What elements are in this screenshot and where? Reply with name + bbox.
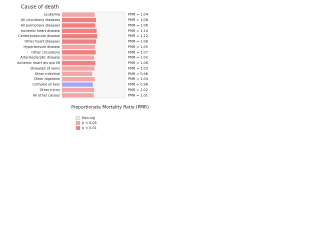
value-label: PMR = 1.08 (128, 40, 148, 44)
value-label: PMR = 1.04 (128, 77, 148, 81)
category-label: Other digestive (34, 77, 60, 81)
value-label: PMR = 1.02 (128, 56, 148, 60)
bar (62, 17, 97, 23)
bar (62, 87, 95, 93)
value-label: PMR = 1.05 (128, 45, 148, 49)
category-label: Leukemia (44, 13, 60, 17)
value-label: PMR = 0.98 (128, 83, 148, 87)
legend-swatch (75, 121, 81, 125)
value-label: PMR = 1.08 (128, 18, 148, 22)
bar (62, 50, 96, 55)
category-label: Ischemic heart disease (21, 29, 60, 33)
category-label: All other causes (33, 93, 60, 97)
value-label: PMR = 1.04 (128, 13, 148, 17)
legend-label: p < 0.05 (82, 121, 97, 125)
value-label: PMR = 1.10 (128, 29, 148, 33)
bar (62, 12, 95, 17)
bar (62, 60, 96, 66)
legend-label: p < 0.01 (82, 126, 97, 130)
value-label: PMR = 1.07 (128, 50, 148, 54)
category-label: Arteriosclerotic disease (20, 56, 60, 60)
category-label: Ischemic heart dis w/o MI (17, 61, 60, 65)
bar (62, 39, 97, 44)
bar (62, 71, 93, 76)
chart: Cause of death Proportionate Mortality R… (17, 5, 149, 131)
category-label: All circulatory diseases (21, 18, 60, 22)
category-label: Other circulatory (31, 50, 60, 54)
value-label: PMR = 1.01 (128, 93, 148, 97)
value-label: PMR = 1.03 (128, 66, 148, 70)
chart-title: Cause of death (21, 5, 59, 11)
legend-label: Non-sig (82, 116, 95, 120)
bar (62, 28, 97, 33)
x-axis-label: Proportionate Mortality Ratio (PMR) (71, 105, 149, 111)
value-label: PMR = 1.06 (128, 61, 148, 65)
value-label: PMR = 0.96 (128, 72, 148, 76)
bar (62, 66, 95, 71)
value-label: PMR = 1.06 (128, 23, 148, 27)
category-label: Hypertensive disease (23, 45, 60, 49)
bar (62, 44, 96, 50)
category-label: Diseases of veins (31, 66, 61, 70)
value-label: PMR = 1.02 (128, 88, 148, 92)
bar (62, 23, 96, 28)
legend-swatch (75, 126, 81, 130)
bar (62, 82, 93, 87)
legend-swatch (75, 116, 81, 120)
category-label: Cerebrovascular disease (18, 34, 60, 38)
bar (62, 55, 95, 60)
category-label: Cirrhosis of liver (33, 83, 61, 87)
bar (62, 77, 95, 82)
bar (62, 34, 98, 39)
category-label: All pulmonary diseases (21, 23, 60, 27)
category-label: Other infective (35, 72, 60, 76)
category-label: Other heart diseases (25, 40, 61, 44)
bar (62, 93, 94, 98)
category-label: Other injury (40, 88, 60, 92)
value-label: PMR = 1.12 (128, 34, 148, 38)
